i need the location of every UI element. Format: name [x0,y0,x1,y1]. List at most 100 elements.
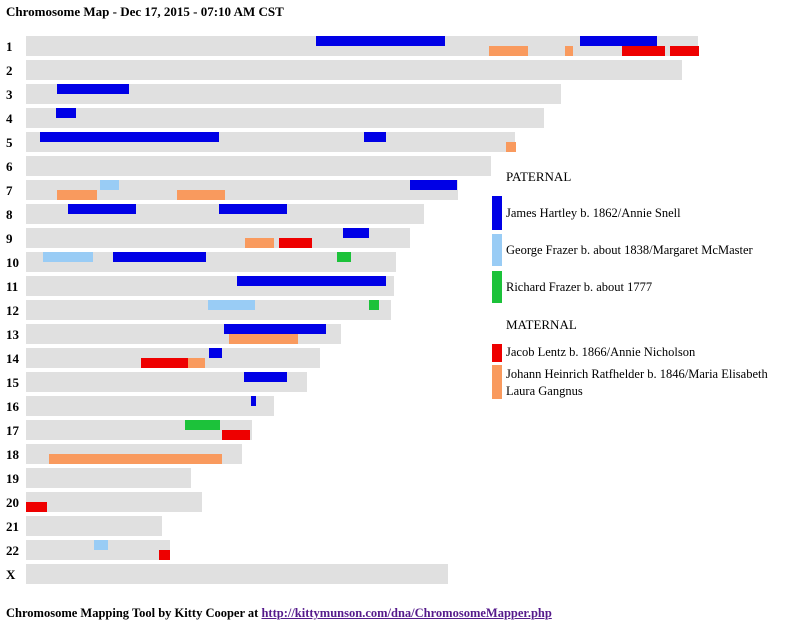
match-segment[interactable] [141,358,188,368]
chromosome-label: 1 [6,39,13,54]
match-segment[interactable] [410,180,457,190]
match-segment[interactable] [26,502,47,512]
chromosome-label: 4 [6,111,13,126]
legend-swatch [492,344,502,362]
match-segment[interactable] [68,204,136,214]
chromosome-row-16: 16 [0,394,720,418]
chromosome-bar [26,444,242,464]
match-segment[interactable] [489,46,528,56]
match-segment[interactable] [188,358,205,368]
legend-label: Richard Frazer b. about 1777 [506,280,653,294]
chromosome-map: 1 2 3 4 5 6 7 8 9 10 11 12 13 14 15 16 17 18 19 20 21 22 X [0,34,788,586]
match-segment[interactable] [224,324,326,334]
legend-label: James Hartley b. 1862/Annie Snell [506,206,681,220]
chromosome-label: 15 [6,375,19,390]
chromosome-label: 11 [6,279,19,294]
match-segment[interactable] [251,396,256,406]
chromosome-label: 8 [6,207,13,222]
match-segment[interactable] [237,276,386,286]
chromosome-bar [26,252,396,272]
legend-label: George Frazer b. about 1838/Margaret McM… [506,243,753,257]
chromosome-label: 7 [6,183,13,198]
chromosome-label: 10 [6,255,19,270]
chromosome-row-6: 6 [0,154,720,178]
match-segment[interactable] [369,300,379,310]
match-segment[interactable] [40,132,219,142]
footer-text: Chromosome Mapping Tool by Kitty Cooper … [6,606,262,620]
match-segment[interactable] [185,420,220,430]
match-segment[interactable] [100,180,119,190]
match-segment[interactable] [670,46,699,56]
chromosome-bar [26,156,491,176]
chromosome-row-14: 14 [0,346,720,370]
legend-swatch [492,271,502,303]
chromosome-row-12: 12 [0,298,720,322]
match-segment[interactable] [94,540,108,550]
chromosome-label: 13 [6,327,19,342]
chromosome-label: 2 [6,63,13,78]
match-segment[interactable] [56,108,76,118]
legend-item-maternal-1: Jacob Lentz b. 1866/Annie Nicholson [492,344,788,362]
match-segment[interactable] [222,430,250,440]
match-segment[interactable] [208,300,255,310]
match-segment[interactable] [219,204,287,214]
legend-swatch [492,234,502,266]
page-title: Chromosome Map - Dec 17, 2015 - 07:10 AM… [6,4,284,19]
legend-label: Johann Heinrich Ratfhelder b. 1846/Maria… [506,367,768,398]
chromosome-bar [26,276,394,296]
match-segment[interactable] [209,348,222,358]
match-segment[interactable] [57,190,97,200]
chromosome-label: 18 [6,447,19,462]
legend-swatch [492,365,502,399]
legend-maternal-heading: MATERNAL [506,317,577,332]
chromosome-bar [26,180,458,200]
chromosome-row-18: 18 [0,442,720,466]
chromosome-label: 20 [6,495,19,510]
chromosome-row-x: X [0,562,720,586]
mapper-link[interactable]: http://kittymunson.com/dna/ChromosomeMap… [261,606,552,620]
chromosome-row-2: 2 [0,58,720,82]
chromosome-bar [26,36,699,56]
chromosome-bar [26,492,202,512]
match-segment[interactable] [580,36,657,46]
match-segment[interactable] [506,142,516,152]
legend-item-paternal-1: James Hartley b. 1862/Annie Snell [492,196,788,230]
legend-item-maternal-2: Johann Heinrich Ratfhelder b. 1846/Maria… [492,365,788,399]
match-segment[interactable] [279,238,312,248]
chromosome-bar [26,108,544,128]
match-segment[interactable] [343,228,369,238]
match-segment[interactable] [244,372,287,382]
chromosome-bar [26,204,424,224]
match-segment[interactable] [159,550,170,560]
match-segment[interactable] [337,252,351,262]
chromosome-row-3: 3 [0,82,720,106]
chromosome-label: 6 [6,159,13,174]
chromosome-row-19: 19 [0,466,720,490]
match-segment[interactable] [113,252,206,262]
chromosome-bar [26,84,561,104]
match-segment[interactable] [57,84,129,94]
match-segment[interactable] [316,36,445,46]
footer: Chromosome Mapping Tool by Kitty Cooper … [6,606,552,621]
chromosome-bar [26,132,516,152]
match-segment[interactable] [622,46,665,56]
chromosome-row-8: 8 [0,202,720,226]
match-segment[interactable] [245,238,274,248]
chromosome-label: 19 [6,471,19,486]
chromosome-label: 17 [6,423,19,438]
chromosome-row-20: 20 [0,490,720,514]
chromosome-row-22: 22 [0,538,720,562]
chromosome-label: 9 [6,231,13,246]
legend-item-paternal-3: Richard Frazer b. about 1777 [492,271,788,303]
chromosome-bar [26,60,682,80]
match-segment[interactable] [177,190,225,200]
match-segment[interactable] [43,252,93,262]
legend-swatch [492,196,502,230]
chromosome-bar [26,348,320,368]
match-segment[interactable] [229,334,298,344]
match-segment[interactable] [565,46,573,56]
chromosome-row-15: 15 [0,370,720,394]
match-segment[interactable] [364,132,386,142]
match-segment[interactable] [49,454,222,464]
chromosome-bar [26,540,170,560]
